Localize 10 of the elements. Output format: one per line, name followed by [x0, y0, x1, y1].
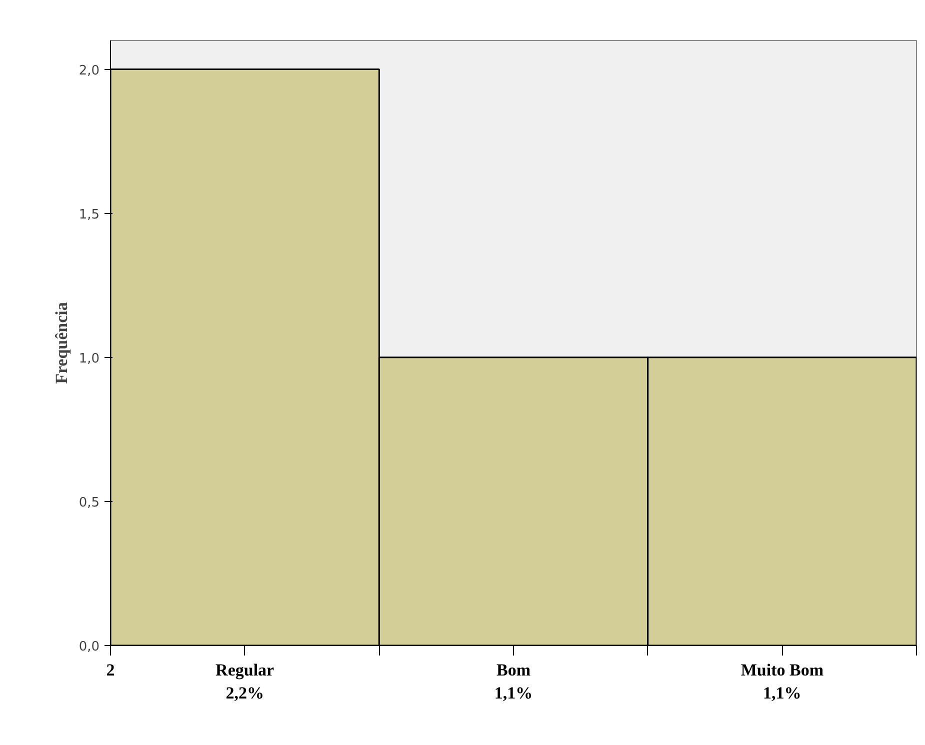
- y-tick-label: 0,5: [78, 495, 100, 510]
- y-tick-label: 0,0: [78, 640, 100, 654]
- y-tick-label: 1,0: [78, 351, 100, 366]
- y-tick-label: 1,5: [78, 207, 100, 222]
- y-tick-label: 2,0: [78, 63, 100, 78]
- x-tick-label: Regular 2,2%: [216, 660, 275, 702]
- x-tick-label: Muito Bom 1,1%: [740, 660, 824, 702]
- text: 2: [106, 660, 115, 680]
- y-axis-title: Frequência: [52, 302, 71, 384]
- x-tick-label: Bom 1,1%: [494, 660, 533, 702]
